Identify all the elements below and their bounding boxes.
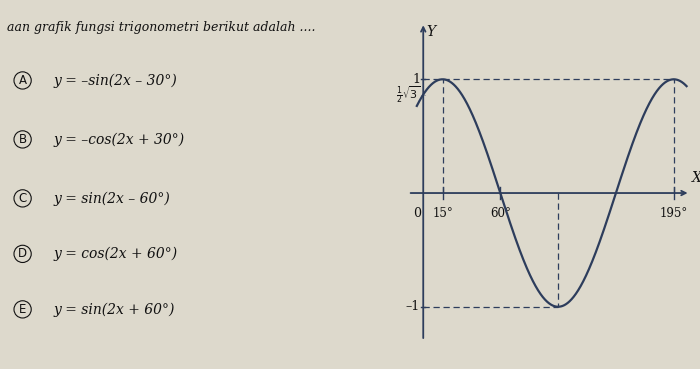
Text: 1: 1 — [412, 73, 420, 86]
Text: y = –sin(2x – 30°): y = –sin(2x – 30°) — [54, 73, 178, 87]
Text: X: X — [692, 171, 700, 185]
Text: y = sin(2x + 60°): y = sin(2x + 60°) — [54, 302, 175, 317]
Text: y = –cos(2x + 30°): y = –cos(2x + 30°) — [54, 132, 185, 146]
Text: 195°: 195° — [659, 207, 688, 220]
Text: A: A — [19, 74, 27, 87]
Text: y = sin(2x – 60°): y = sin(2x – 60°) — [54, 191, 171, 206]
Text: 15°: 15° — [432, 207, 453, 220]
Text: B: B — [18, 133, 27, 146]
Text: $\frac{1}{2}\sqrt{3}$: $\frac{1}{2}\sqrt{3}$ — [395, 84, 420, 105]
Text: 60°: 60° — [490, 207, 511, 220]
Text: E: E — [19, 303, 27, 316]
Text: D: D — [18, 247, 27, 261]
Text: 0: 0 — [413, 207, 421, 220]
Text: C: C — [18, 192, 27, 205]
Text: aan grafik fungsi trigonometri berikut adalah ....: aan grafik fungsi trigonometri berikut a… — [7, 21, 316, 34]
Text: Y: Y — [426, 25, 435, 39]
Text: –1: –1 — [406, 300, 420, 313]
Text: y = cos(2x + 60°): y = cos(2x + 60°) — [54, 247, 178, 261]
